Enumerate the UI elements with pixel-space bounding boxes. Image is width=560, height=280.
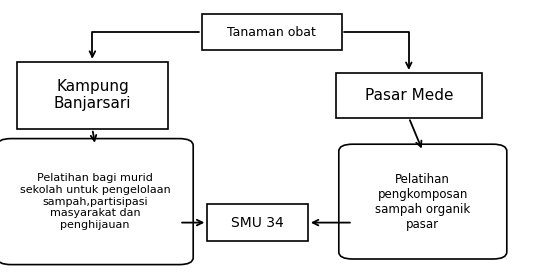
Text: Pelatihan bagi murid
sekolah untuk pengelolaan
sampah,partisipasi
masyarakat dan: Pelatihan bagi murid sekolah untuk penge… (20, 173, 171, 230)
Bar (17, 62, 168, 129)
Text: Kampung
Banjarsari: Kampung Banjarsari (54, 79, 131, 111)
Text: Pasar Mede: Pasar Mede (365, 88, 453, 103)
Text: Pelatihan
pengkomposan
sampah organik
pasar: Pelatihan pengkomposan sampah organik pa… (375, 172, 470, 231)
Bar (336, 73, 482, 118)
FancyBboxPatch shape (0, 139, 193, 265)
FancyBboxPatch shape (339, 144, 507, 259)
Text: SMU 34: SMU 34 (231, 216, 284, 230)
Bar (207, 204, 308, 241)
Bar (202, 14, 342, 50)
Text: Tanaman obat: Tanaman obat (227, 26, 316, 39)
